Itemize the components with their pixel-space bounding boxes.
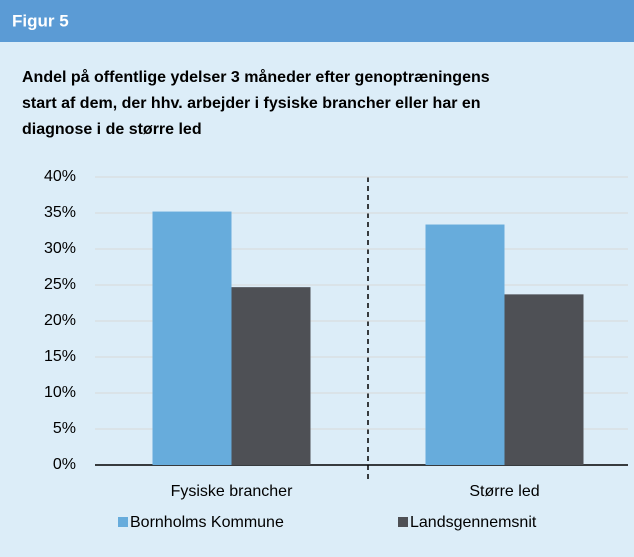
bar [425,224,505,465]
legend-label: Bornholms Kommune [130,514,284,531]
y-tick-label: 0% [53,456,76,473]
x-tick-label: Fysiske brancher [171,483,293,500]
bar [504,294,584,465]
y-tick-label: 40% [44,168,76,185]
header: Figur 5 [12,11,69,30]
bar [231,287,311,465]
y-tick-label: 5% [53,420,76,437]
y-tick-label: 20% [44,312,76,329]
y-tick-label: 35% [44,204,76,221]
chart-title: diagnose i de større led [22,121,202,138]
bar [152,211,232,465]
y-tick-label: 30% [44,240,76,257]
legend-swatch [118,517,128,527]
chart-title: Andel på offentlige ydelser 3 måneder ef… [22,68,490,86]
header-bar [0,0,634,42]
chart-title: start af dem, der hhv. arbejder i fysisk… [22,95,481,112]
y-tick-label: 10% [44,384,76,401]
y-tick-label: 25% [44,276,76,293]
x-tick-label: Større led [469,483,539,500]
legend-label: Landsgennemsnit [410,514,537,531]
legend-swatch [398,517,408,527]
y-tick-label: 15% [44,348,76,365]
